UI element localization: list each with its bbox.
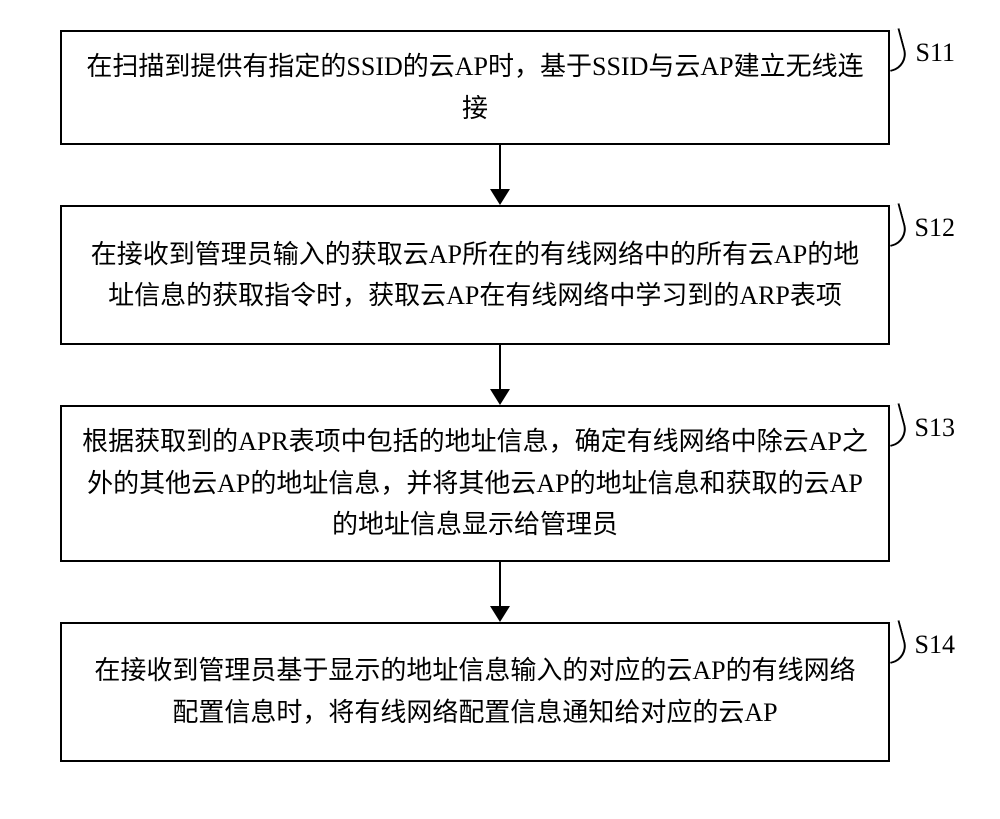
step-box-1: 在扫描到提供有指定的SSID的云AP时，基于SSID与云AP建立无线连接 [60,30,890,145]
step-text: 在接收到管理员基于显示的地址信息输入的对应的云AP的有线网络配置信息时，将有线网… [82,650,868,733]
arrow-line [499,145,501,189]
step-text: 在扫描到提供有指定的SSID的云AP时，基于SSID与云AP建立无线连接 [82,46,868,129]
arrow-3 [490,562,510,622]
step-label-1: S11 [916,38,956,68]
arrow-2 [490,345,510,405]
arrow-line [499,562,501,606]
arrow-head-icon [490,606,510,622]
step-label-3: S13 [915,413,955,443]
step-box-3: 根据获取到的APR表项中包括的地址信息，确定有线网络中除云AP之外的其他云AP的… [60,405,890,562]
step-text: 在接收到管理员输入的获取云AP所在的有线网络中的所有云AP的地址信息的获取指令时… [82,234,868,317]
step-box-2: 在接收到管理员输入的获取云AP所在的有线网络中的所有云AP的地址信息的获取指令时… [60,205,890,345]
step-box-4: 在接收到管理员基于显示的地址信息输入的对应的云AP的有线网络配置信息时，将有线网… [60,622,890,762]
step-container-1: 在扫描到提供有指定的SSID的云AP时，基于SSID与云AP建立无线连接 S11 [60,30,940,145]
arrow-line [499,345,501,389]
arrow-head-icon [490,389,510,405]
step-label-2: S12 [915,213,955,243]
flowchart-container: 在扫描到提供有指定的SSID的云AP时，基于SSID与云AP建立无线连接 S11… [30,30,970,762]
step-container-2: 在接收到管理员输入的获取云AP所在的有线网络中的所有云AP的地址信息的获取指令时… [60,205,940,345]
step-container-3: 根据获取到的APR表项中包括的地址信息，确定有线网络中除云AP之外的其他云AP的… [60,405,940,562]
arrow-1 [490,145,510,205]
step-container-4: 在接收到管理员基于显示的地址信息输入的对应的云AP的有线网络配置信息时，将有线网… [60,622,940,762]
arrow-head-icon [490,189,510,205]
step-label-4: S14 [915,630,955,660]
step-text: 根据获取到的APR表项中包括的地址信息，确定有线网络中除云AP之外的其他云AP的… [82,421,868,546]
